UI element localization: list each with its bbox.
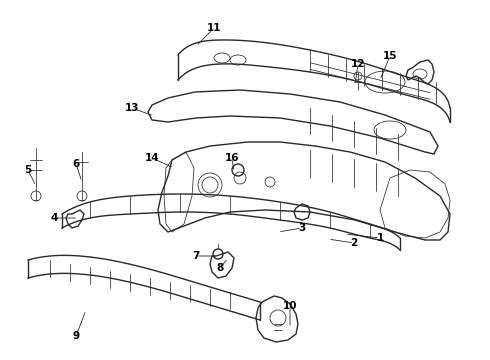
Text: 8: 8 <box>217 263 223 273</box>
Text: 11: 11 <box>207 23 221 33</box>
Text: 5: 5 <box>24 165 32 175</box>
Text: 10: 10 <box>283 301 297 311</box>
Text: 15: 15 <box>383 51 397 61</box>
Text: 2: 2 <box>350 238 358 248</box>
Text: 6: 6 <box>73 159 80 169</box>
Text: 12: 12 <box>351 59 365 69</box>
Text: 1: 1 <box>376 233 384 243</box>
Text: 4: 4 <box>50 213 58 223</box>
Text: 13: 13 <box>125 103 139 113</box>
Text: 9: 9 <box>73 331 79 341</box>
Text: 14: 14 <box>145 153 159 163</box>
Text: 7: 7 <box>192 251 200 261</box>
Text: 3: 3 <box>298 223 306 233</box>
Text: 16: 16 <box>225 153 239 163</box>
Circle shape <box>232 164 244 176</box>
